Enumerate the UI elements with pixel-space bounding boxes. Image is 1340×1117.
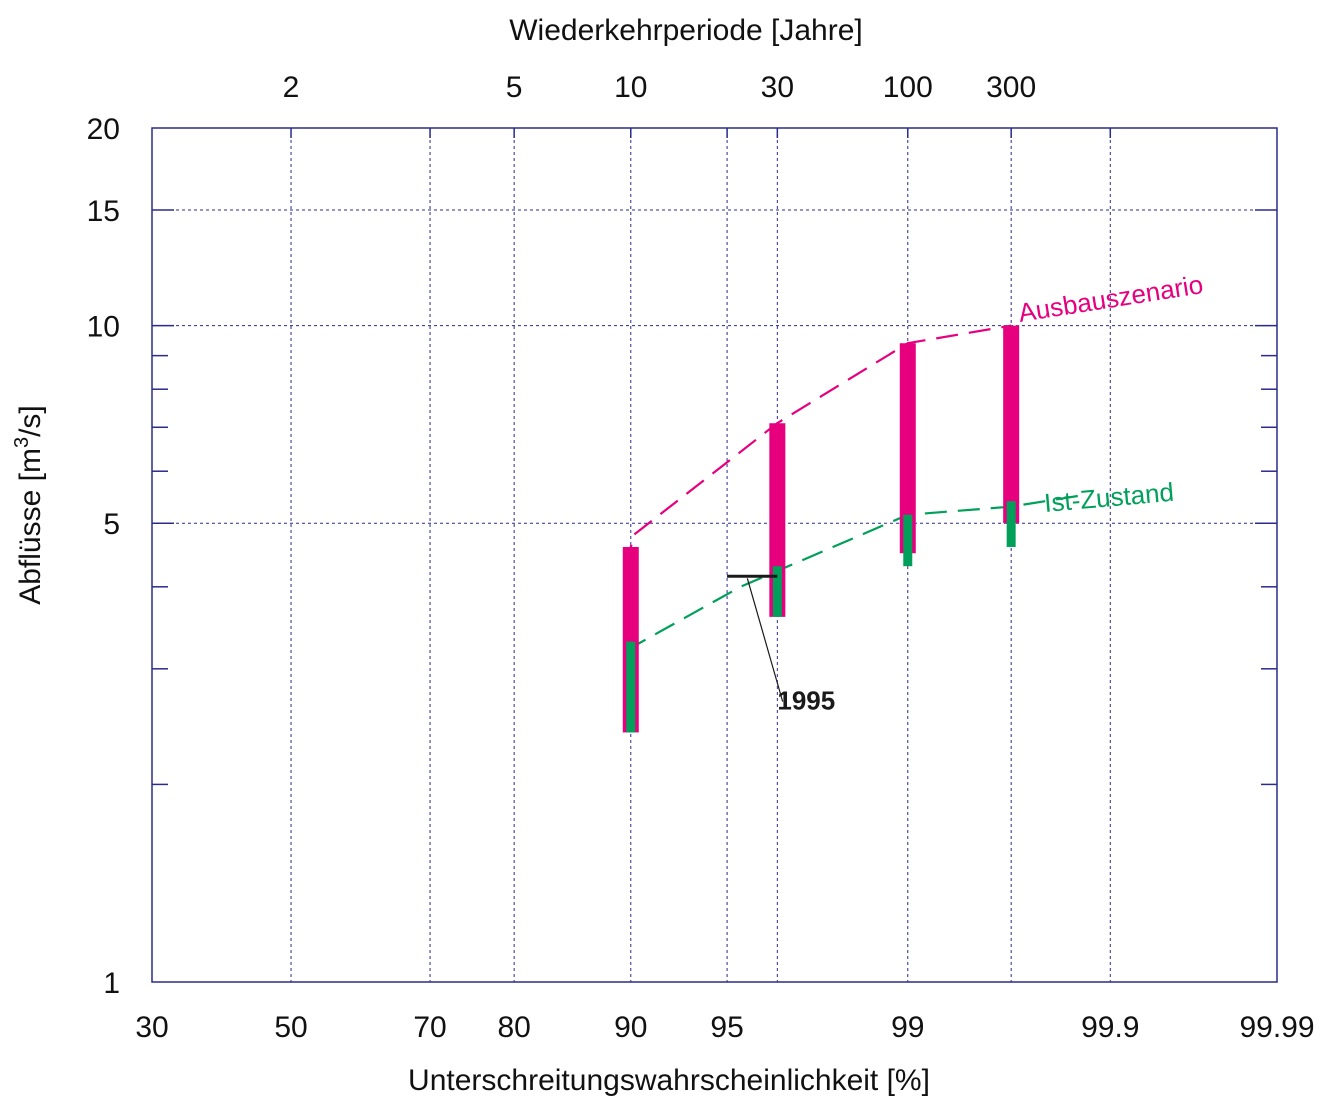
plot-frame <box>152 128 1277 982</box>
top-tick-label: 300 <box>986 71 1036 104</box>
top-tick-label: 10 <box>614 71 647 104</box>
top-tick-label: 30 <box>761 71 794 104</box>
range-bar-ausbauszenario <box>1003 326 1019 524</box>
x-tick-label: 99 <box>891 1011 924 1044</box>
x-tick-label: 99.99 <box>1239 1011 1314 1044</box>
x-tick-label: 50 <box>274 1011 307 1044</box>
top-axis-title: Wiederkehrperiode [Jahre] <box>509 14 863 47</box>
x-tick-label: 80 <box>497 1011 530 1044</box>
top-tick-label: 5 <box>506 71 523 104</box>
annotation-1995-label: 1995 <box>777 686 835 716</box>
y-axis-title-main: Abflüsse [m <box>14 448 47 605</box>
x-tick-label: 95 <box>710 1011 743 1044</box>
y-tick-label: 15 <box>87 195 120 228</box>
series-line-ausbauszenario <box>626 326 1011 567</box>
y-axis-title: Abflüsse [m3/s] <box>11 405 47 605</box>
y-axis-title-sup: 3 <box>11 437 33 448</box>
grid-layer <box>152 128 1277 982</box>
y-tick-label: 1 <box>103 967 120 1000</box>
y-tick-label: 5 <box>103 508 120 541</box>
x-tick-label: 30 <box>135 1011 168 1044</box>
x-tick-label: 99.9 <box>1081 1011 1139 1044</box>
range-bar-ist-zustand <box>626 642 635 733</box>
series-layer: Ausbauszenario Ist-Zustand <box>623 269 1205 732</box>
x-tick-label: 70 <box>413 1011 446 1044</box>
top-tick-label: 2 <box>283 71 300 104</box>
x-tick-label: 90 <box>614 1011 647 1044</box>
y-axis-title-end: /s] <box>14 405 47 437</box>
range-bar-ist-zustand <box>903 515 912 566</box>
top-tick-label: 100 <box>883 71 933 104</box>
range-bar-ist-zustand <box>1007 501 1016 547</box>
range-bar-ist-zustand <box>773 566 782 617</box>
series-label-ausbauszenario: Ausbauszenario <box>1016 269 1205 328</box>
series-label-ist-zustand: Ist-Zustand <box>1043 477 1175 518</box>
y-tick-label: 20 <box>87 113 120 146</box>
plot-area-border <box>152 128 1277 982</box>
x-axis-title: Unterschreitungswahrscheinlichkeit [%] <box>408 1064 930 1097</box>
tick-label-layer: 30 50 70 80 90 95 99 99.9 99.992 5 10 30 100 30015101… <box>87 71 1315 1044</box>
y-tick-label: 10 <box>87 311 120 344</box>
